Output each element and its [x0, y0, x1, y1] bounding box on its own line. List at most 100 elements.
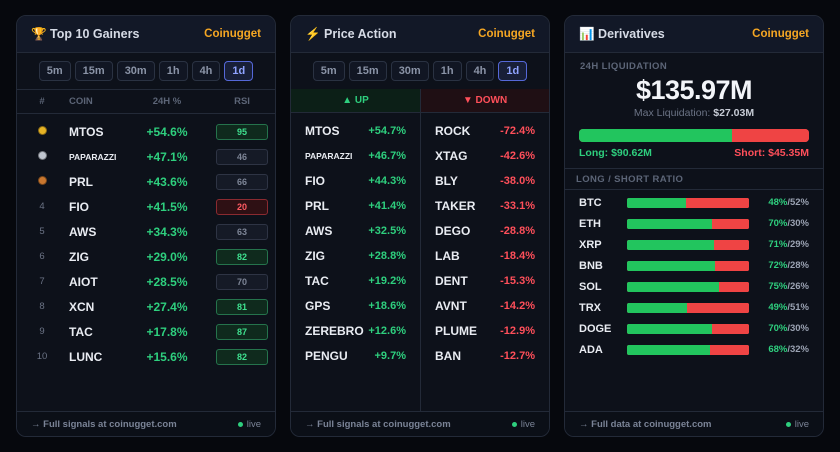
- list-item[interactable]: BAN -12.7%: [421, 343, 549, 368]
- timeframe-30m-button[interactable]: 30m: [116, 61, 155, 81]
- brand-link[interactable]: Coinugget: [478, 28, 535, 40]
- table-row[interactable]: PRL +43.6% 66: [17, 169, 275, 194]
- change-value: -14.2%: [500, 299, 535, 312]
- timeframe-5m-button[interactable]: 5m: [312, 61, 345, 81]
- list-item[interactable]: PRL +41.4%: [291, 193, 420, 218]
- long-fill: [627, 302, 687, 313]
- change-cell: +27.4%: [146, 299, 188, 314]
- list-item[interactable]: ZIG +28.8%: [291, 243, 420, 268]
- table-row[interactable]: PAPARAZZI +47.1% 46: [17, 144, 275, 169]
- ratio-row[interactable]: SOL 75%/26%: [565, 276, 823, 297]
- change-value: -72.4%: [500, 124, 535, 137]
- live-dot-icon: [511, 421, 517, 427]
- rank-cell: 5: [39, 226, 45, 237]
- full-data-link[interactable]: → Full data at coinugget.com: [579, 418, 712, 430]
- list-item[interactable]: AWS +32.5%: [291, 218, 420, 243]
- rsi-badge: 20: [216, 198, 268, 215]
- ratio-bar: [627, 260, 749, 271]
- up-list: MTOS +54.7% PAPARAZZI +46.7% FIO +44.3% PRL +41…: [291, 113, 420, 368]
- table-row[interactable]: 6 ZIG +29.0% 82: [17, 244, 275, 269]
- table-row[interactable]: 4 FIO +41.5% 20: [17, 194, 275, 219]
- coin-header: COIN: [69, 96, 93, 107]
- list-item[interactable]: LAB -18.4%: [421, 243, 549, 268]
- brand-link[interactable]: Coinugget: [752, 28, 809, 40]
- long-percent: 70%: [768, 323, 788, 334]
- list-item[interactable]: PLUME -12.9%: [421, 318, 549, 343]
- list-item[interactable]: ROCK -72.4%: [421, 118, 549, 143]
- ratio-text: 70%/30%: [749, 323, 809, 334]
- ratio-row[interactable]: ETH 70%/30%: [565, 213, 823, 234]
- ratio-bar: [627, 344, 749, 355]
- list-item[interactable]: MTOS +54.7%: [291, 118, 420, 143]
- list-item[interactable]: XTAG -42.6%: [421, 143, 549, 168]
- timeframe-4h-button[interactable]: 4h: [465, 61, 495, 81]
- timeframe-30m-button[interactable]: 30m: [390, 61, 429, 81]
- table-row[interactable]: 8 XCN +27.4% 81: [17, 294, 275, 319]
- ratio-row[interactable]: TRX 49%/51%: [565, 297, 823, 318]
- list-item[interactable]: GPS +18.6%: [291, 293, 420, 318]
- ratio-row[interactable]: BNB 72%/28%: [565, 255, 823, 276]
- table-row[interactable]: MTOS +54.6% 95: [17, 119, 275, 144]
- timeframe-4h-button[interactable]: 4h: [191, 61, 221, 81]
- ratio-text: 70%/30%: [749, 218, 809, 229]
- ratio-bar: [627, 239, 749, 250]
- short-fill: [712, 323, 749, 334]
- ratio-bar: [627, 197, 749, 208]
- liquidation-legend: Long: $90.62M Short: $45.35M: [565, 142, 823, 159]
- long-percent: 72%: [768, 260, 788, 271]
- coin-cell: FIO: [69, 199, 89, 214]
- ratio-row[interactable]: DOGE 70%/30%: [565, 318, 823, 339]
- list-item[interactable]: TAKER -33.1%: [421, 193, 549, 218]
- rsi-badge: 81: [216, 298, 268, 315]
- brand-link[interactable]: Coinugget: [204, 28, 261, 40]
- timeframe-15m-button[interactable]: 15m: [74, 61, 113, 81]
- list-item[interactable]: DENT -15.3%: [421, 268, 549, 293]
- ratio-row[interactable]: XRP 71%/29%: [565, 234, 823, 255]
- timeframe-5m-button[interactable]: 5m: [38, 61, 71, 81]
- list-item[interactable]: BLY -38.0%: [421, 168, 549, 193]
- list-item[interactable]: TAC +19.2%: [291, 268, 420, 293]
- liquidation-label: 24H LIQUIDATION: [580, 61, 668, 72]
- rank-cell: 6: [39, 251, 45, 262]
- rank-cell: 7: [39, 276, 45, 287]
- rsi-badge: 46: [216, 148, 268, 165]
- list-item[interactable]: PENGU +9.7%: [291, 343, 420, 368]
- table-row[interactable]: 5 AWS +34.3% 63: [17, 219, 275, 244]
- live-indicator: live: [237, 419, 261, 430]
- change-value: +46.7%: [368, 149, 406, 162]
- list-item[interactable]: FIO +44.3%: [291, 168, 420, 193]
- coin-name: ROCK: [435, 123, 471, 138]
- timeframe-1d-button[interactable]: 1d: [224, 61, 254, 81]
- timeframe-15m-button[interactable]: 15m: [348, 61, 387, 81]
- coin-name: ZEREBRO: [305, 323, 364, 338]
- change-value: -18.4%: [500, 249, 535, 262]
- list-item[interactable]: PAPARAZZI +46.7%: [291, 143, 420, 168]
- ratio-bar: [627, 281, 749, 292]
- panel-header: 🏆 Top 10 Gainers Coinugget: [17, 16, 275, 53]
- coin-name: XRP: [579, 238, 602, 251]
- coin-name: PENGU: [305, 348, 348, 363]
- full-signals-link[interactable]: → Full signals at coinugget.com: [31, 418, 177, 430]
- table-header: # COIN 24H % RSI: [17, 90, 275, 114]
- list-item[interactable]: AVNT -14.2%: [421, 293, 549, 318]
- table-row[interactable]: 9 TAC +17.8% 87: [17, 319, 275, 344]
- ratio-row[interactable]: ADA 68%/32%: [565, 339, 823, 360]
- price-action-panel: ⚡ Price Action Coinugget 5m 15m 30m 1h 4h 1d …: [290, 15, 550, 437]
- ratio-row[interactable]: BTC 48%/52%: [565, 192, 823, 213]
- ratio-text: 75%/26%: [749, 281, 809, 292]
- coin-name: FIO: [305, 173, 325, 188]
- table-row[interactable]: 7 AIOT +28.5% 70: [17, 269, 275, 294]
- max-liquidation: Max Liquidation: $27.03M: [565, 107, 823, 119]
- coin-cell: TAC: [69, 324, 93, 339]
- full-signals-link[interactable]: → Full signals at coinugget.com: [305, 418, 451, 430]
- timeframe-1d-button[interactable]: 1d: [498, 61, 528, 81]
- silver-medal-icon: [37, 150, 47, 160]
- coin-name: MTOS: [305, 123, 340, 138]
- timeframe-1h-button[interactable]: 1h: [158, 61, 188, 81]
- table-row[interactable]: 10 LUNC +15.6% 82: [17, 344, 275, 369]
- list-item[interactable]: DEGO -28.8%: [421, 218, 549, 243]
- timeframe-1h-button[interactable]: 1h: [432, 61, 462, 81]
- short-percent: /30%: [787, 218, 809, 229]
- list-item[interactable]: ZEREBRO +12.6%: [291, 318, 420, 343]
- rank-cell: 9: [39, 326, 45, 337]
